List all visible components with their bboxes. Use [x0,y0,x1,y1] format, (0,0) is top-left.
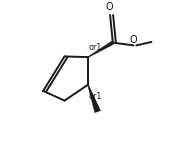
Polygon shape [88,85,100,113]
Polygon shape [88,41,114,58]
Text: or1: or1 [89,92,102,101]
Text: O: O [130,35,137,45]
Text: O: O [106,2,113,12]
Text: or1: or1 [89,43,102,52]
